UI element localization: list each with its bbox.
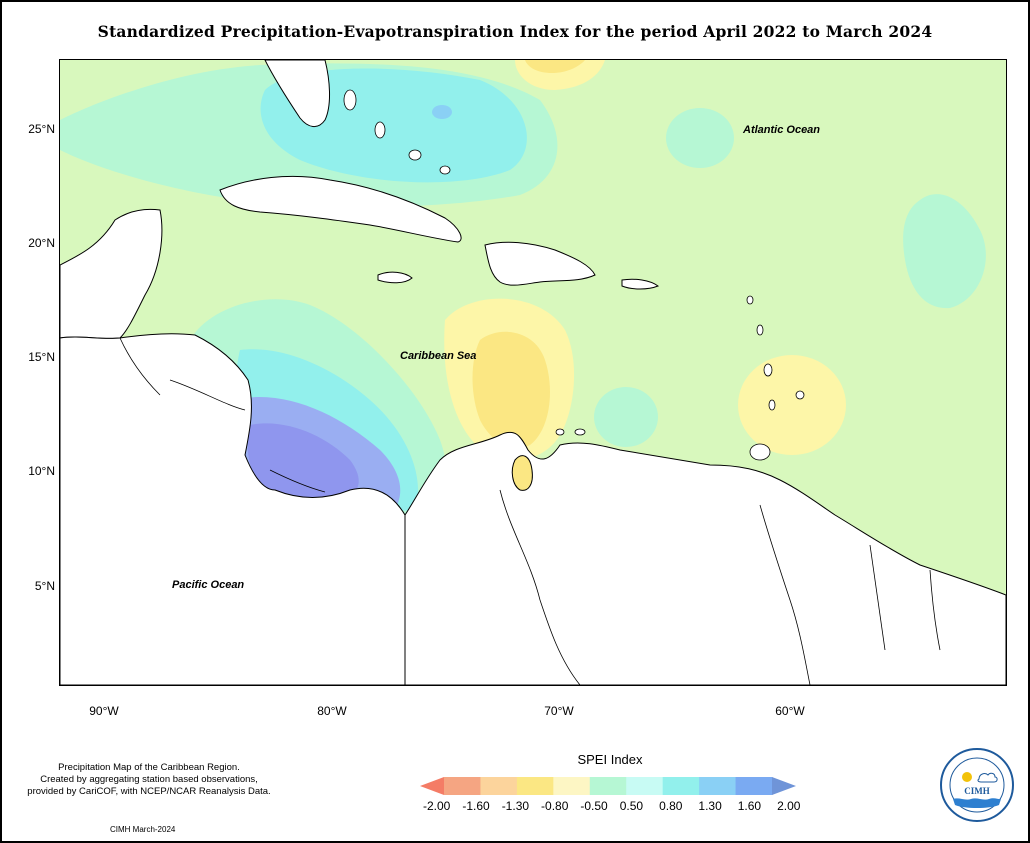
- spei-map: [60, 60, 1006, 685]
- label-pacific-ocean: Pacific Ocean: [172, 579, 245, 591]
- lat-tick-10n: 10°N: [28, 464, 55, 478]
- lat-tick-25n: 25°N: [28, 122, 55, 136]
- legend-swatch-left-arrow: [420, 777, 444, 795]
- island-aruba: [555, 428, 565, 436]
- extreme-wet-zone-central-america: [247, 423, 359, 502]
- island-bahamas-3: [408, 149, 422, 161]
- land-cuba: [219, 175, 462, 243]
- footnote-line-2: Created by aggregating station based obs…: [40, 774, 258, 785]
- legend-label-1-60: 1.60: [737, 799, 762, 813]
- lon-tick-90w: 90°W: [89, 704, 119, 718]
- wet-spot-atlantic-1: [666, 108, 734, 168]
- lat-tick-15n: 15°N: [28, 350, 55, 364]
- very-dry-zone-north: [525, 60, 585, 73]
- border-venezuela-guyana: [759, 504, 811, 685]
- footnote-line-1: Precipitation Map of the Caribbean Regio…: [58, 762, 240, 773]
- land-hispaniola: [484, 241, 596, 286]
- legend-label-minus-0-80: -0.80: [541, 799, 569, 813]
- border-honduras-nicaragua: [169, 379, 246, 411]
- legend-label-0-50: 0.50: [619, 799, 644, 813]
- waves-icon: [953, 798, 1001, 808]
- map-title: Standardized Precipitation-Evapotranspir…: [97, 22, 933, 41]
- island-trinidad: [749, 443, 771, 461]
- land-masses: [60, 60, 1006, 685]
- legend-swatch-1: [444, 777, 481, 795]
- credit-text: CIMH March-2024: [110, 825, 176, 834]
- dry-spot-windward-islands: [738, 355, 846, 455]
- island-antilles-4: [768, 399, 776, 411]
- lon-tick-70w: 70°W: [544, 704, 574, 718]
- legend-swatch-5: [589, 777, 627, 795]
- island-curacao: [574, 428, 586, 436]
- legend-swatch-2: [480, 777, 518, 795]
- legend-label-minus-2-00: -2.00: [423, 799, 451, 813]
- severe-wet-spot-bahamas: [432, 105, 452, 119]
- legend-swatch-6: [626, 777, 664, 795]
- legend-swatch-7: [662, 777, 700, 795]
- legend-label-minus-0-50: -0.50: [580, 799, 608, 813]
- wet-spot-atlantic-2: [903, 194, 986, 309]
- legend-colorbar: [420, 777, 796, 795]
- cimh-logo: CIMH: [940, 748, 1014, 822]
- border-guyana-suriname: [869, 544, 886, 651]
- legend-label-minus-1-30: -1.30: [501, 799, 530, 813]
- wet-spot-abc-islands: [594, 387, 658, 447]
- legend-swatch-8: [699, 777, 737, 795]
- lake-maracaibo: [511, 455, 533, 491]
- map-panel: [59, 59, 1007, 686]
- island-barbados: [795, 390, 805, 400]
- border-suriname-french-guiana: [929, 569, 941, 651]
- lat-tick-20n: 20°N: [28, 236, 55, 250]
- land-puerto-rico: [621, 278, 660, 290]
- island-antilles-2: [756, 324, 764, 336]
- logo-text: CIMH: [964, 786, 990, 796]
- island-bahamas-2: [374, 121, 386, 139]
- land-south-america: [404, 431, 1006, 685]
- legend-label-minus-1-60: -1.60: [462, 799, 490, 813]
- legend-swatch-3: [516, 777, 554, 795]
- legend-title: SPEI Index: [577, 752, 643, 767]
- legend-swatch-right-arrow: [772, 777, 796, 795]
- legend-labels: -2.00 -1.60 -1.30 -0.80 -0.50 0.50 0.80 …: [423, 799, 813, 813]
- legend-label-2-00: 2.00: [777, 799, 801, 813]
- lon-tick-80w: 80°W: [317, 704, 347, 718]
- border-colombia-venezuela: [499, 489, 581, 685]
- legend-label-1-30: 1.30: [698, 799, 722, 813]
- island-bahamas-1: [343, 89, 357, 111]
- very-dry-zone-caribbean: [472, 331, 550, 449]
- legend-swatch-4: [553, 777, 591, 795]
- cloud-icon: [977, 772, 998, 783]
- legend-label-0-80: 0.80: [659, 799, 683, 813]
- small-islands: [343, 89, 805, 461]
- country-borders: [119, 337, 941, 685]
- island-antilles-1: [746, 295, 754, 305]
- land-jamaica: [377, 271, 413, 284]
- land-central-america: [60, 333, 406, 685]
- border-guatemala: [119, 337, 161, 396]
- land-florida: [264, 60, 330, 127]
- sun-icon: [962, 772, 972, 782]
- label-atlantic-ocean: Atlantic Ocean: [743, 124, 821, 136]
- island-bahamas-4: [439, 165, 451, 175]
- legend-swatch-9: [735, 777, 773, 795]
- footnote-line-3: provided by CariCOF, with NCEP/NCAR Rean…: [27, 786, 271, 797]
- footnote: Precipitation Map of the Caribbean Regio…: [10, 762, 288, 798]
- label-caribbean-sea: Caribbean Sea: [400, 350, 477, 362]
- lon-tick-60w: 60°W: [775, 704, 805, 718]
- lat-tick-5n: 5°N: [34, 579, 55, 593]
- island-antilles-3: [763, 363, 773, 377]
- border-costa-rica-panama: [269, 469, 326, 493]
